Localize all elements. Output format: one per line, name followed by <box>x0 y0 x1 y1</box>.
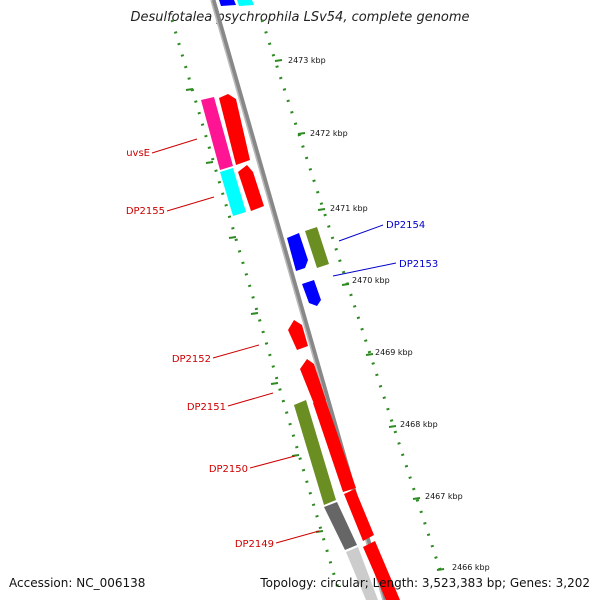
ruler-label-2469: 2469 kbp <box>375 348 413 357</box>
gene-label-uvsE: uvsE <box>126 148 150 159</box>
gene-label-DP2150: DP2150 <box>209 464 248 475</box>
ruler-tick-2473 <box>274 59 283 62</box>
gene-magenta-box <box>201 97 233 170</box>
gene-DP2154-olive <box>305 227 329 268</box>
dotted-track-right <box>260 19 442 571</box>
leader-DP2155 <box>166 196 215 212</box>
ruler-label-2468: 2468 kbp <box>400 420 438 429</box>
gene-DP2154-arrow <box>287 233 308 271</box>
leader-DP2153 <box>332 262 397 277</box>
leader-uvsE <box>151 138 198 154</box>
leader-DP2149 <box>275 530 320 544</box>
leader-DP2154 <box>338 224 384 242</box>
gene-red-long-1 <box>313 398 356 492</box>
ruler-tick-2472 <box>297 132 306 135</box>
gene-label-DP2149: DP2149 <box>235 539 274 550</box>
ruler-label-2471: 2471 kbp <box>330 204 368 213</box>
gene-lightgray-tail <box>346 547 378 600</box>
accession-text: Accession: NC_006138 <box>9 576 146 590</box>
ruler-tick-2466 <box>436 568 445 571</box>
topology-text: Topology: circular; Length: 3,523,383 bp… <box>260 576 590 590</box>
gene-cyan-box <box>220 168 246 216</box>
gene-DP2153-arrow <box>302 280 321 306</box>
ruler-tick-2467 <box>412 497 421 500</box>
gene-label-DP2153: DP2153 <box>399 259 438 270</box>
ruler-tick-2468 <box>388 425 397 428</box>
gene-top-blue-partial <box>219 0 236 6</box>
ruler-tick-2469 <box>365 353 374 356</box>
gene-DP2149-gray <box>324 502 357 550</box>
gene-DP2152-arrow <box>288 320 308 350</box>
ruler-label-2473: 2473 kbp <box>288 56 326 65</box>
gene-label-DP2154: DP2154 <box>386 220 425 231</box>
gene-label-DP2155: DP2155 <box>126 206 165 217</box>
dotted-track-left <box>170 19 342 596</box>
left-track-major-ticks <box>185 88 324 533</box>
leader-DP2151 <box>227 392 274 407</box>
ruler-label-2466: 2466 kbp <box>452 563 490 572</box>
ruler-label-2467: 2467 kbp <box>425 492 463 501</box>
gene-uvsE-arrow <box>219 94 250 165</box>
gene-red-bottom <box>363 541 400 600</box>
gene-label-DP2152: DP2152 <box>172 354 211 365</box>
leader-DP2150 <box>249 455 296 469</box>
gene-DP2150-olive <box>294 400 336 505</box>
gene-top-cyan-partial <box>237 0 254 6</box>
gene-label-DP2151: DP2151 <box>187 402 226 413</box>
gene-DP2155-arrow <box>238 165 264 211</box>
ruler-label-2470: 2470 kbp <box>352 276 390 285</box>
gene-DP2151-arrow <box>300 359 326 404</box>
ruler-tick-2471 <box>317 208 326 211</box>
leader-DP2152 <box>212 344 260 359</box>
ruler-label-2472: 2472 kbp <box>310 129 348 138</box>
gene-red-long-2 <box>344 489 374 541</box>
ruler-tick-2470 <box>341 283 350 286</box>
